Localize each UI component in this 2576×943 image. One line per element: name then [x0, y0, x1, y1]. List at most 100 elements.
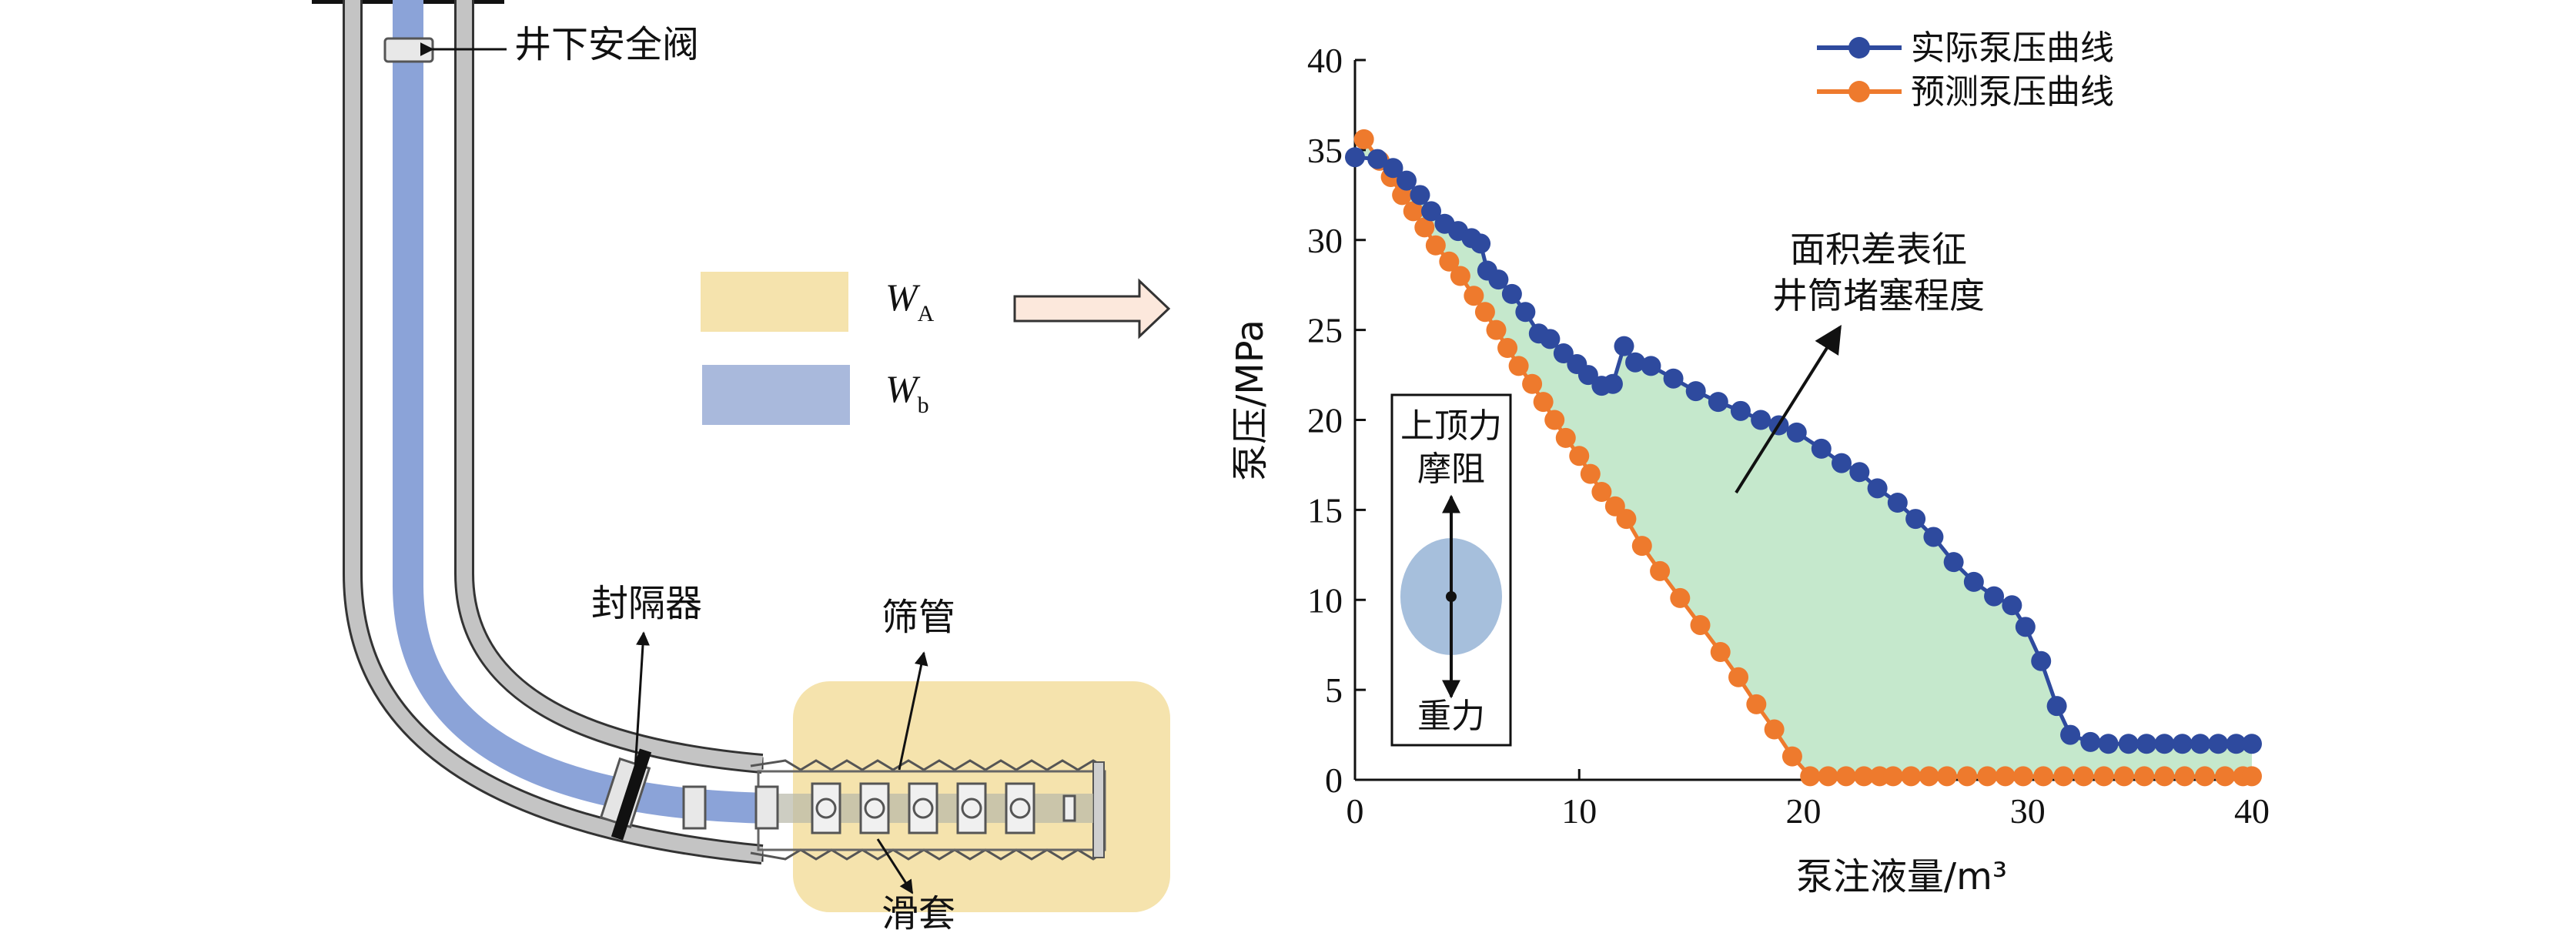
series-0-point — [1943, 552, 1964, 573]
tubing — [393, 0, 771, 824]
series-0-point — [1832, 453, 1852, 473]
y-tick-label: 30 — [1307, 221, 1343, 260]
series-layer — [1345, 129, 2262, 787]
series-1-point — [1919, 766, 1939, 787]
series-1-point — [2113, 766, 2134, 787]
series-0-point — [2060, 724, 2081, 745]
series-1-point — [1544, 410, 1565, 430]
series-0-point — [1515, 302, 1536, 323]
series-1-point — [1835, 766, 1856, 787]
series-0-point — [2098, 734, 2119, 754]
y-tick-label: 35 — [1307, 131, 1343, 170]
annotation-line2: 井筒堵塞程度 — [1772, 275, 1985, 316]
transition-arrow — [1013, 278, 1171, 339]
series-0-point — [1923, 527, 1944, 547]
legend-actual-label: 实际泵压曲线 — [1911, 28, 2114, 68]
series-1-point — [1901, 766, 1922, 787]
casing-wall-outer-fill — [345, 0, 763, 862]
force-center — [1446, 591, 1457, 602]
casing-wall-inner-fill — [457, 0, 763, 771]
series-1-point — [1533, 392, 1554, 413]
series-0-point — [1641, 356, 1661, 376]
series-0-point — [2002, 595, 2022, 616]
series-0-point — [1887, 493, 1908, 513]
series-0-point — [2172, 734, 2193, 754]
force-up-line2: 摩阻 — [1417, 450, 1485, 489]
series-1-point — [1353, 129, 1374, 149]
x-tick-label: 0 — [1347, 791, 1364, 831]
series-1-point — [2033, 766, 2054, 787]
series-1-point — [1670, 587, 1691, 608]
y-tick-label: 40 — [1307, 41, 1343, 80]
series-1-point — [1631, 536, 1652, 557]
annotation-arrow — [1735, 324, 1842, 494]
series-1-point — [1818, 766, 1838, 787]
series-0-point — [2208, 734, 2229, 754]
series-0-point — [1345, 147, 1365, 168]
force-up-line1: 上顶力 — [1400, 406, 1502, 446]
series-0-point — [2190, 734, 2211, 754]
series-1-point — [1569, 446, 1590, 466]
y-tick-label: 5 — [1325, 670, 1343, 710]
series-0-point — [1625, 352, 1646, 373]
series-1-point — [1957, 766, 1978, 787]
series-1-point — [2174, 766, 2195, 787]
force-box: 上顶力 摩阻 重力 — [1390, 393, 1512, 747]
series-1-point — [1728, 667, 1749, 687]
series-1-point — [2012, 766, 2033, 787]
series-1-point — [2154, 766, 2175, 787]
flow-legend: WA Wb — [701, 272, 935, 425]
series-0-point — [1849, 462, 1870, 483]
series-0-point — [1786, 422, 1807, 443]
series-1-point — [1854, 766, 1875, 787]
series-0-point — [1963, 571, 1984, 592]
series-1-point — [1403, 201, 1423, 222]
series-0-point — [1663, 368, 1684, 389]
series-1-point — [1764, 719, 1785, 740]
series-1-point — [2073, 766, 2094, 787]
series-0-point — [1984, 586, 2005, 607]
x-tick-label: 30 — [2010, 791, 2046, 831]
series-1-point — [1781, 746, 1802, 767]
legend-actual-marker — [1848, 37, 1870, 59]
wellbore-diagram: 井下安全阀 封隔器 筛管 滑套 — [312, 0, 1170, 935]
series-1-point — [1508, 356, 1529, 376]
screen-label: 筛管 — [882, 596, 955, 639]
series-1-point — [1414, 217, 1435, 238]
series-0-point — [1708, 392, 1728, 413]
series-1-point — [1690, 614, 1711, 635]
tubing-joint-1 — [682, 785, 707, 830]
series-0-point — [1751, 410, 1771, 430]
x-axis-label: 泵注液量/m³ — [1796, 855, 2007, 898]
y-axis-label: 泵压/MPa — [1229, 319, 1272, 481]
screen-leader — [898, 651, 928, 771]
wa-swatch — [701, 272, 848, 332]
series-1-point — [2053, 766, 2074, 787]
series-1-point — [2242, 766, 2262, 787]
series-1-point — [1580, 463, 1601, 484]
y-tick-label: 20 — [1307, 401, 1343, 440]
x-tick-label: 20 — [1786, 791, 1822, 831]
series-1-point — [2093, 766, 2114, 787]
series-1-point — [1591, 482, 1612, 502]
series-1-point — [1486, 319, 1507, 340]
series-1-point — [1650, 560, 1671, 581]
y-tick-label: 10 — [1307, 580, 1343, 620]
series-1-point — [1883, 766, 1903, 787]
series-0-point — [2242, 734, 2262, 754]
series-1-point — [1616, 509, 1637, 530]
pressure-chart: 0 5 10 15 20 25 30 35 40 0 10 20 30 40 泵压/MPa 泵注液量/m³… — [1229, 28, 2270, 898]
series-1-point — [1497, 338, 1518, 358]
sleeve-label: 滑套 — [882, 892, 955, 935]
sliding-sleeves — [811, 782, 1076, 834]
series-0-point — [1470, 233, 1491, 254]
y-tick-label: 25 — [1307, 311, 1343, 350]
series-1-point — [1995, 766, 2016, 787]
wb-swatch — [702, 365, 850, 425]
series-0-point — [1811, 438, 1832, 459]
tubing-joint-2 — [754, 785, 779, 830]
wa-label: WA — [885, 276, 935, 326]
series-1-point — [2134, 766, 2155, 787]
legend-predicted-marker — [1848, 81, 1870, 102]
